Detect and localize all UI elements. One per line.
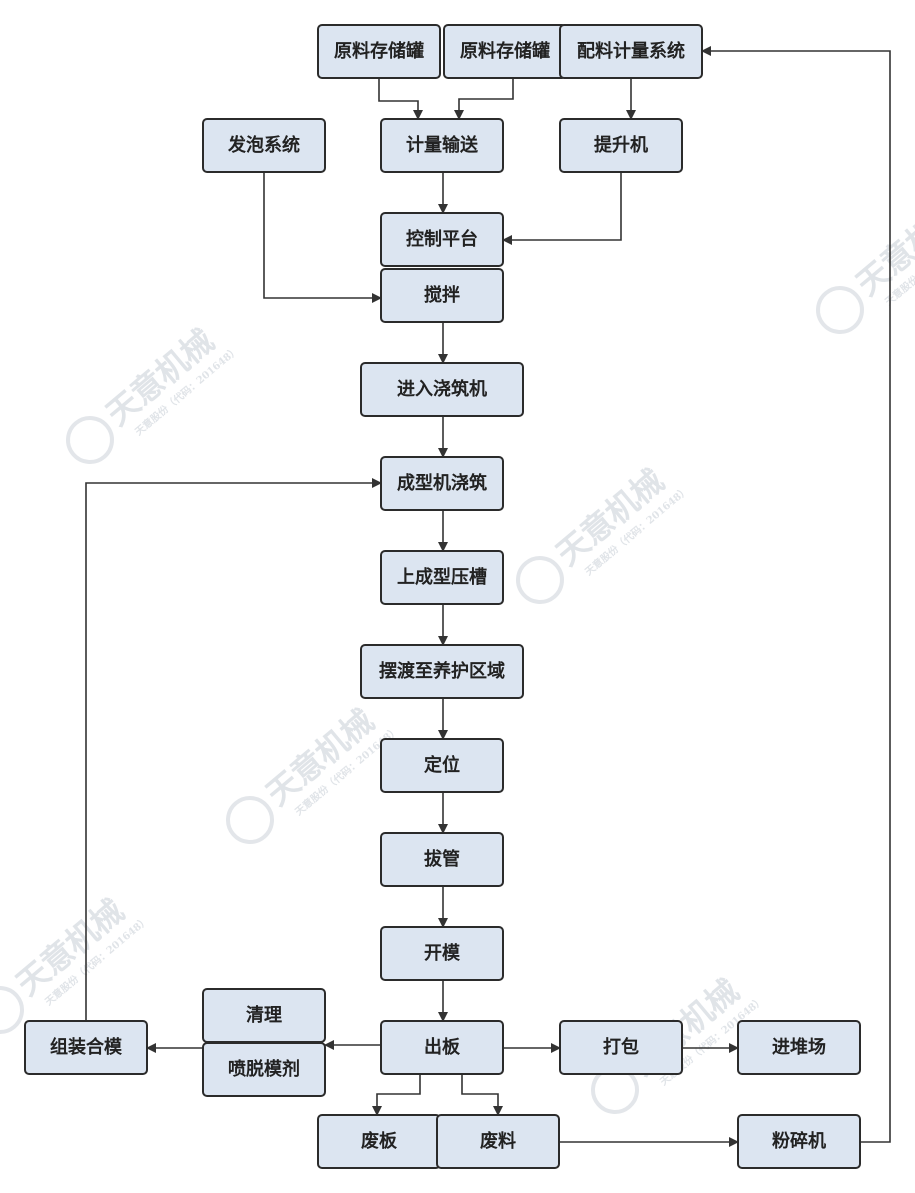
node-label: 提升机 (594, 134, 648, 156)
logo-emblem-icon (226, 796, 274, 844)
node-label: 打包 (603, 1036, 639, 1058)
flow-node-meter: 计量输送 (380, 118, 504, 173)
flow-node-open: 开模 (380, 926, 504, 981)
node-box (559, 1020, 683, 1075)
node-label: 粉碎机 (772, 1130, 826, 1152)
node-label: 上成型压槽 (397, 566, 487, 588)
node-box (24, 1020, 148, 1075)
flow-node-out: 出板 (380, 1020, 504, 1075)
node-label: 组装合模 (50, 1036, 123, 1058)
flow-node-pour-in: 进入浇筑机 (360, 362, 524, 417)
node-box (737, 1020, 861, 1075)
flow-node-locate: 定位 (380, 738, 504, 793)
node-label: 控制平台 (406, 228, 478, 250)
node-box (380, 456, 504, 511)
node-box (559, 24, 703, 79)
node-box (380, 1020, 504, 1075)
flow-node-pack: 打包 (559, 1020, 683, 1075)
node-label: 原料存储罐 (334, 40, 424, 62)
flow-node-waste-mat: 废料 (436, 1114, 560, 1169)
edge-out-to-waste_mat (461, 1074, 503, 1116)
node-box (737, 1114, 861, 1169)
node-box (317, 24, 441, 79)
node-label: 喷脱模剂 (228, 1058, 300, 1080)
edge-foam-to-mix (263, 172, 382, 303)
node-label: 摆渡至养护区域 (379, 660, 505, 682)
node-box (360, 644, 524, 699)
node-label: 清理 (246, 1005, 282, 1026)
node-label: 进入浇筑机 (397, 378, 487, 400)
flow-node-form: 成型机浇筑 (380, 456, 504, 511)
flow-node-crusher: 粉碎机 (737, 1114, 861, 1169)
node-label: 定位 (424, 754, 460, 776)
node-box (380, 268, 504, 323)
flow-node-ferry: 摆渡至养护区域 (360, 644, 524, 699)
flow-node-foam: 发泡系统 (202, 118, 326, 173)
flow-node-yard: 进堆场 (737, 1020, 861, 1075)
node-label: 配料计量系统 (577, 40, 685, 62)
node-label: 原料存储罐 (460, 40, 550, 62)
flow-node-waste-board: 废板 (317, 1114, 441, 1169)
logo-emblem-icon (516, 556, 564, 604)
flow-node-raw1: 原料存储罐 (317, 24, 441, 79)
flow-node-lift: 提升机 (559, 118, 683, 173)
node-box (380, 738, 504, 793)
edge-out-to-waste_board (372, 1074, 421, 1116)
flow-node-pull: 拔管 (380, 832, 504, 887)
logo-emblem-icon (66, 416, 114, 464)
node-box (380, 118, 504, 173)
node-box (360, 362, 524, 417)
edge-assemble-to-form (85, 478, 382, 1021)
edge-raw1-to-meter (378, 78, 423, 120)
flow-node-ctrl: 控制平台 (380, 212, 504, 267)
flow-node-raw2: 原料存储罐 (443, 24, 567, 79)
node-label: 废料 (480, 1130, 516, 1152)
edge-raw2-to-meter (454, 78, 514, 120)
node-box (559, 118, 683, 173)
flow-node-batch: 配料计量系统 (559, 24, 703, 79)
node-label: 进堆场 (772, 1036, 826, 1058)
node-label: 废板 (361, 1130, 398, 1152)
edge-crusher-to-batch (701, 46, 891, 1143)
node-box (202, 1042, 326, 1097)
edge-lift-to-ctrl (502, 172, 622, 245)
flow-node-assemble: 组装合模 (24, 1020, 148, 1075)
node-box (380, 832, 504, 887)
node-label: 出板 (424, 1036, 461, 1058)
node-label: 发泡系统 (227, 134, 300, 156)
flow-node-mix: 搅拌 (380, 268, 504, 323)
node-label: 拔管 (424, 848, 460, 870)
node-label: 搅拌 (424, 284, 460, 306)
node-box (380, 926, 504, 981)
logo-emblem-icon (816, 286, 864, 334)
flow-node-groove: 上成型压槽 (380, 550, 504, 605)
node-box (436, 1114, 560, 1169)
node-box (380, 550, 504, 605)
logo-emblem-icon (0, 986, 24, 1034)
flow-node-spray: 喷脱模剂 (202, 1042, 326, 1097)
node-label: 计量输送 (406, 134, 479, 156)
node-label: 成型机浇筑 (397, 472, 487, 494)
node-box (202, 118, 326, 173)
flow-node-clean: 清理 (202, 988, 326, 1043)
node-box (380, 212, 504, 267)
node-label: 开模 (424, 942, 461, 964)
